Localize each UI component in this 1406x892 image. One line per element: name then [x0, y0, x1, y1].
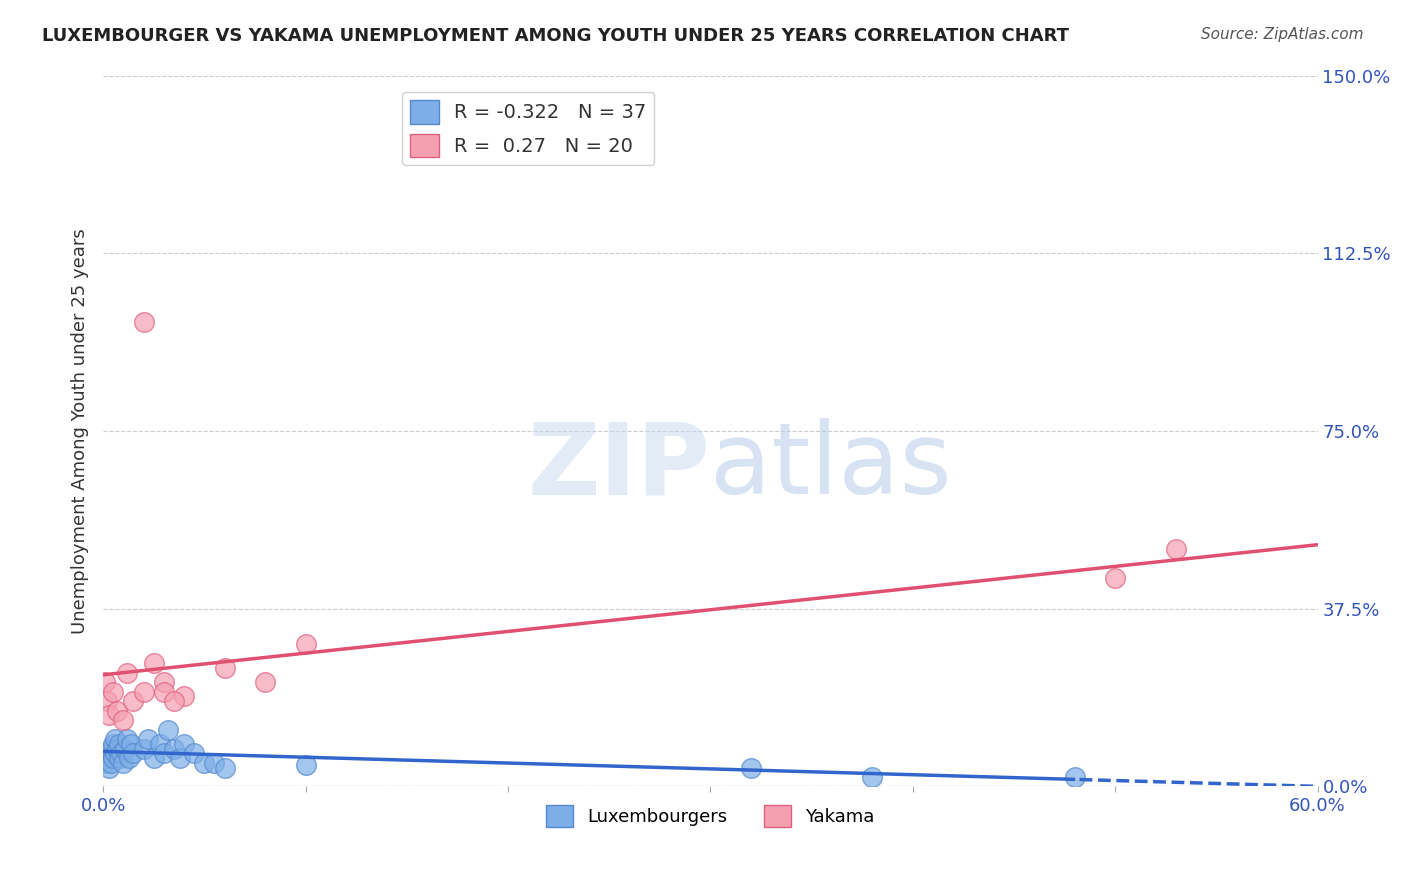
- Point: [104, 732, 127, 747]
- Point: [94, 756, 117, 770]
- Y-axis label: Unemployment Among Youth under 25 years: Unemployment Among Youth under 25 years: [72, 228, 89, 634]
- Point: [117, 665, 139, 680]
- Point: [153, 747, 176, 761]
- Point: [98, 747, 121, 761]
- Point: [122, 747, 145, 761]
- Point: [94, 675, 117, 690]
- Point: [740, 760, 762, 774]
- Point: [860, 770, 883, 784]
- Point: [121, 737, 143, 751]
- Text: Source: ZipAtlas.com: Source: ZipAtlas.com: [1201, 27, 1364, 42]
- Point: [112, 756, 135, 770]
- Point: [183, 747, 205, 761]
- Point: [163, 741, 186, 756]
- Point: [142, 657, 165, 671]
- Point: [103, 737, 125, 751]
- Point: [108, 737, 131, 751]
- Point: [105, 741, 128, 756]
- Text: ZIP: ZIP: [527, 418, 710, 515]
- Point: [96, 751, 118, 765]
- Point: [110, 747, 132, 761]
- Point: [132, 741, 155, 756]
- Text: atlas: atlas: [710, 418, 952, 515]
- Point: [214, 760, 236, 774]
- Point: [204, 756, 226, 770]
- Point: [173, 737, 195, 751]
- Point: [1063, 770, 1085, 784]
- Point: [1164, 542, 1187, 557]
- Point: [193, 756, 215, 770]
- Point: [103, 684, 125, 698]
- Point: [163, 694, 186, 708]
- Point: [294, 637, 316, 651]
- Legend: Luxembourgers, Yakama: Luxembourgers, Yakama: [538, 797, 882, 834]
- Point: [118, 751, 141, 765]
- Point: [100, 741, 122, 756]
- Point: [153, 675, 176, 690]
- Point: [117, 732, 139, 747]
- Point: [142, 751, 165, 765]
- Point: [1104, 571, 1126, 585]
- Point: [149, 737, 172, 751]
- Point: [132, 315, 155, 329]
- Point: [156, 723, 179, 737]
- Point: [136, 732, 159, 747]
- Point: [173, 690, 195, 704]
- Point: [104, 747, 127, 761]
- Point: [100, 756, 122, 770]
- Point: [96, 694, 118, 708]
- Point: [112, 713, 135, 727]
- Point: [98, 760, 121, 774]
- Point: [103, 751, 125, 765]
- Point: [294, 758, 316, 772]
- Point: [114, 741, 136, 756]
- Point: [132, 684, 155, 698]
- Text: LUXEMBOURGER VS YAKAMA UNEMPLOYMENT AMONG YOUTH UNDER 25 YEARS CORRELATION CHART: LUXEMBOURGER VS YAKAMA UNEMPLOYMENT AMON…: [42, 27, 1069, 45]
- Point: [214, 661, 236, 675]
- Point: [254, 675, 277, 690]
- Point: [169, 751, 191, 765]
- Point: [98, 708, 121, 723]
- Point: [153, 684, 176, 698]
- Point: [108, 751, 131, 765]
- Point: [105, 704, 128, 718]
- Point: [122, 694, 145, 708]
